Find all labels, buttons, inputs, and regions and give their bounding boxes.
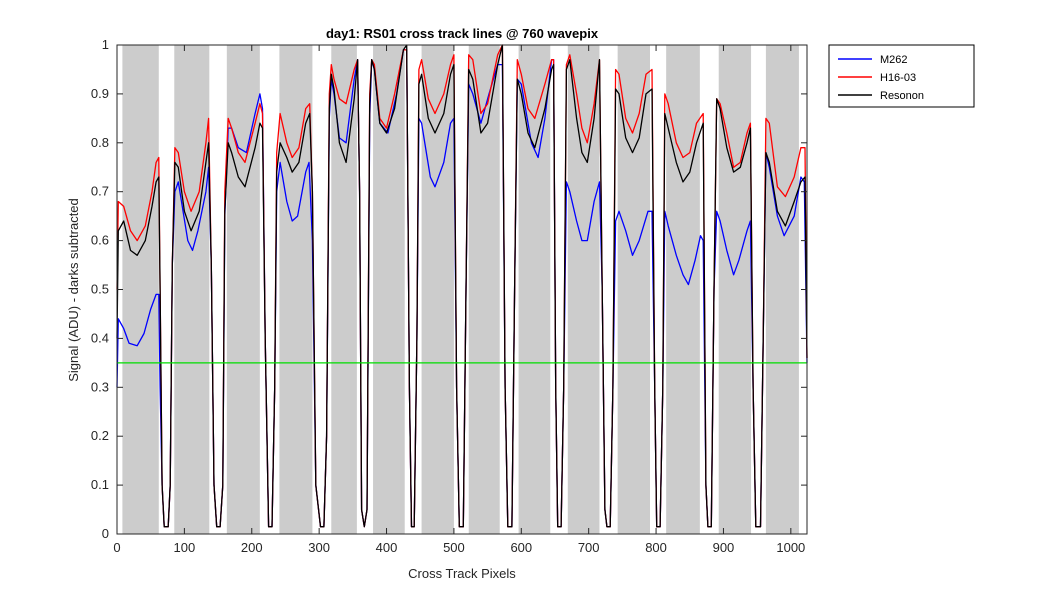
- x-tick-label: 0: [113, 540, 120, 555]
- gray-band-10: [617, 45, 650, 534]
- y-tick-label: 0.8: [91, 135, 109, 150]
- legend-entry-resonon: Resonon: [880, 90, 924, 102]
- y-axis-label: Signal (ADU) - darks subtracted: [66, 198, 81, 382]
- legend: M262 H16-03 Resonon: [828, 44, 975, 108]
- y-tick-label: 0.1: [91, 477, 109, 492]
- x-tick-label: 500: [443, 540, 465, 555]
- gray-band-8: [518, 45, 551, 534]
- y-tick-label: 0.5: [91, 282, 109, 297]
- gray-band-12: [718, 45, 752, 534]
- x-axis-label: Cross Track Pixels: [408, 566, 516, 581]
- series-line-resonon: [116, 44, 808, 528]
- gray-band-3: [279, 45, 313, 534]
- y-tick-label: 0.2: [91, 428, 109, 443]
- gray-band-0: [122, 45, 159, 534]
- x-tick-label: 200: [241, 540, 263, 555]
- legend-entry-m262: M262: [880, 54, 908, 66]
- y-tick-label: 1: [102, 37, 109, 52]
- gray-band-13: [765, 45, 799, 534]
- gray-band-11: [666, 45, 700, 534]
- y-tick-label: 0: [102, 526, 109, 541]
- x-tick-label: 600: [510, 540, 532, 555]
- x-tick-label: 800: [645, 540, 667, 555]
- x-tick-label: 700: [578, 540, 600, 555]
- y-tick-label: 0.3: [91, 379, 109, 394]
- y-tick-label: 0.9: [91, 86, 109, 101]
- gray-band-7: [468, 45, 500, 534]
- legend-box: [828, 44, 975, 108]
- gray-band-1: [174, 45, 210, 534]
- chart-title: day1: RS01 cross track lines @ 760 wavep…: [326, 26, 599, 41]
- x-tick-label: 900: [713, 540, 735, 555]
- gray-band-6: [421, 45, 454, 534]
- gray-band-4: [331, 45, 357, 534]
- x-axis-ticks: 0 100 200 300 400 500 600 700 800 900 1000: [113, 45, 805, 555]
- y-tick-label: 0.7: [91, 184, 109, 199]
- series-lines: [116, 44, 808, 528]
- x-tick-label: 400: [376, 540, 398, 555]
- y-axis-ticks: 0 0.1 0.2 0.3 0.4 0.5 0.6 0.7 0.8 0.9 1: [91, 37, 807, 541]
- x-tick-label: 1000: [776, 540, 805, 555]
- y-tick-label: 0.6: [91, 233, 109, 248]
- legend-entry-h16-03: H16-03: [880, 72, 916, 84]
- x-tick-label: 100: [174, 540, 196, 555]
- gray-band-2: [226, 45, 260, 534]
- y-tick-label: 0.4: [91, 330, 109, 345]
- x-tick-label: 300: [308, 540, 330, 555]
- gray-band-9: [567, 45, 600, 534]
